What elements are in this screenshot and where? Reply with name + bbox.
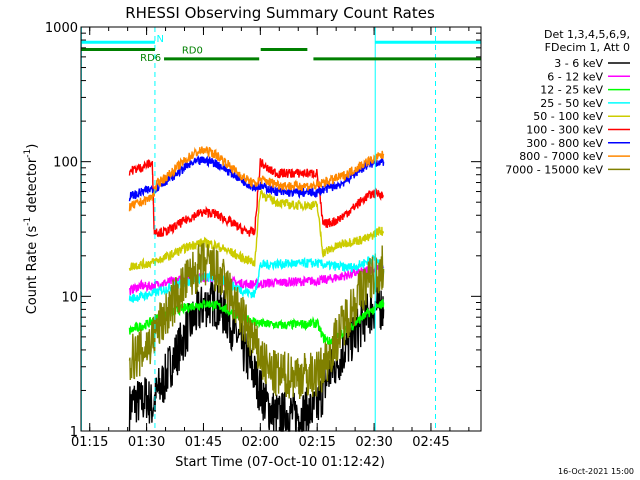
chart-title: RHESSI Observing Summary Count Rates [125, 4, 435, 22]
y-axis-label-main: Count Rate (s [25, 226, 40, 315]
legend-label-4: 50 - 100 keV [533, 110, 603, 123]
y-tick-label-2: 100 [53, 156, 78, 171]
legend-label-3: 25 - 50 keV [540, 97, 603, 110]
series-line-4 [128, 187, 385, 271]
legend-header-line-1: Det 1,3,4,5,6,9, [544, 28, 630, 41]
legend: Det 1,3,4,5,6,9, FDecim 1, Att 0 3 - 6 k… [505, 28, 630, 176]
series-group [128, 146, 385, 432]
plot-frame [80, 26, 482, 432]
annotation-label-2: RD6 [140, 53, 161, 64]
series-line-8 [128, 242, 385, 400]
x-tick-label-1: 01:30 [128, 435, 165, 450]
y-axis-label-end: ) [25, 144, 40, 149]
annotation-label-0: N [156, 34, 163, 45]
legend-label-7: 800 - 7000 keV [519, 150, 603, 163]
series-line-5 [128, 158, 384, 238]
y-tick-label-3: 1000 [45, 21, 78, 36]
legend-label-0: 3 - 6 keV [554, 57, 603, 70]
y-tick-label-0: 1 [70, 425, 78, 440]
legend-label-1: 6 - 12 keV [547, 70, 603, 83]
x-tick-label-0: 01:15 [71, 435, 108, 450]
x-axis-label: Start Time (07-Oct-10 01:12:42) [175, 455, 385, 470]
x-tick-label-5: 02:30 [355, 435, 392, 450]
x-tick-label-4: 02:15 [298, 435, 335, 450]
x-tick-label-6: 02:45 [412, 435, 449, 450]
series-line-7 [128, 146, 385, 212]
y-axis-label-mid: detector [25, 157, 40, 217]
legend-label-5: 100 - 300 keV [526, 124, 603, 137]
y-axis-label-sup1: -1 [23, 217, 33, 226]
legend-label-2: 12 - 25 keV [540, 84, 603, 97]
legend-label-8: 7000 - 15000 keV [505, 163, 603, 176]
y-tick-label-1: 10 [61, 290, 78, 305]
axes-group: 01:15 01:30 01:45 02:00 02:15 02:30 02:45 1 10 10… [45, 21, 481, 450]
legend-header-line-2: FDecim 1, Att 0 [545, 41, 630, 54]
y-axis-label-sup2: -1 [23, 149, 33, 158]
series-line-1 [128, 264, 385, 296]
footer-date: 16-Oct-2021 15:00 [558, 467, 634, 476]
y-axis-label: Count Rate (s-1 detector-1) [23, 144, 40, 315]
annotation-label-1: RD0 [182, 46, 203, 57]
x-tick-label-2: 01:45 [185, 435, 222, 450]
status-bars: N RD0 RD6 [81, 34, 481, 64]
x-tick-label-3: 02:00 [242, 435, 279, 450]
legend-label-6: 300 - 800 keV [526, 137, 603, 150]
